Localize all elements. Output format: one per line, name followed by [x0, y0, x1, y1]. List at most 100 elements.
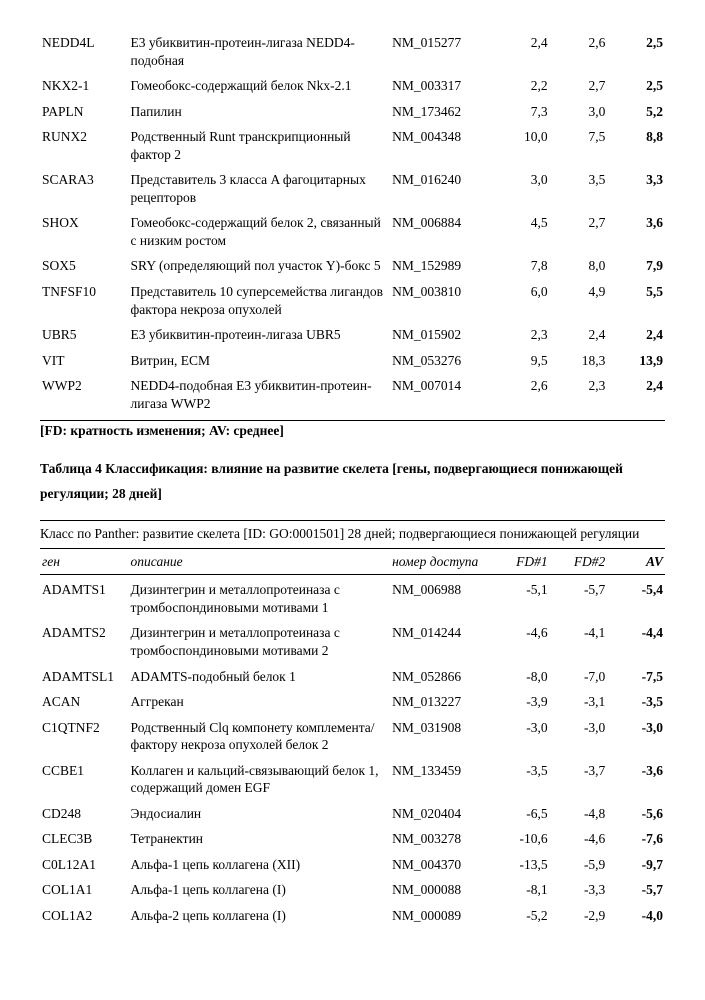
acc-cell: NM_006884: [390, 210, 492, 253]
fd2-cell: 7,5: [550, 124, 608, 167]
fd1-cell: 6,0: [492, 279, 550, 322]
av-cell: 8,8: [607, 124, 665, 167]
table-row: PAPLNПапилинNM_1734627,33,05,2: [40, 99, 665, 125]
table4-title: Таблица 4 Классификация: влияние на разв…: [40, 457, 665, 506]
gene-cell: WWP2: [40, 373, 129, 416]
acc-cell: NM_020404: [390, 801, 492, 827]
fd2-cell: -2,9: [550, 903, 608, 929]
av-cell: -5,6: [607, 801, 665, 827]
desc-cell: Дизинтегрин и металлопротеиназа с тромбо…: [129, 620, 391, 663]
fd2-cell: -3,1: [550, 689, 608, 715]
table-row: ADAMTSL1ADAMTS-подобный белок 1NM_052866…: [40, 664, 665, 690]
table-row: C1QTNF2Родственный Clq компонету комплем…: [40, 715, 665, 758]
desc-cell: Коллаген и кальций-связывающий белок 1, …: [129, 758, 391, 801]
av-cell: 2,4: [607, 373, 665, 416]
acc-cell: NM_173462: [390, 99, 492, 125]
table-row: NKX2-1Гомеобокс-содержащий белок Nkx-2.1…: [40, 73, 665, 99]
table-row: NEDD4LE3 убиквитин-протеин-лигаза NEDD4-…: [40, 30, 665, 73]
table-row: C0L12A1Альфа-1 цепь коллагена (XII)NM_00…: [40, 852, 665, 878]
desc-cell: Представитель 3 класса A фагоцитарных ре…: [129, 167, 391, 210]
desc-cell: Альфа-2 цепь коллагена (I): [129, 903, 391, 929]
desc-cell: Представитель 10 суперсемейства лигандов…: [129, 279, 391, 322]
gene-cell: TNFSF10: [40, 279, 129, 322]
fd2-cell: -7,0: [550, 664, 608, 690]
av-cell: -5,4: [607, 575, 665, 621]
acc-cell: NM_133459: [390, 758, 492, 801]
fd2-cell: -5,7: [550, 575, 608, 621]
fd2-cell: 2,7: [550, 210, 608, 253]
acc-cell: NM_004348: [390, 124, 492, 167]
fd2-cell: -4,6: [550, 826, 608, 852]
av-cell: -3,0: [607, 715, 665, 758]
table-row: RUNX2Родственный Runt транскрипционный ф…: [40, 124, 665, 167]
table-row: COL1A2Альфа-2 цепь коллагена (I)NM_00008…: [40, 903, 665, 929]
table-row: ACANАггреканNM_013227-3,9-3,1-3,5: [40, 689, 665, 715]
av-cell: -3,5: [607, 689, 665, 715]
gene-cell: COL1A1: [40, 877, 129, 903]
acc-cell: NM_053276: [390, 348, 492, 374]
header-av: AV: [607, 549, 665, 575]
acc-cell: NM_003810: [390, 279, 492, 322]
av-cell: -4,4: [607, 620, 665, 663]
fd1-cell: -13,5: [492, 852, 550, 878]
fd1-cell: 10,0: [492, 124, 550, 167]
av-cell: -7,6: [607, 826, 665, 852]
fd1-cell: 3,0: [492, 167, 550, 210]
desc-cell: Родственный Clq компонету комплемента/фа…: [129, 715, 391, 758]
fd1-cell: 4,5: [492, 210, 550, 253]
acc-cell: NM_016240: [390, 167, 492, 210]
table-row: CCBE1Коллаген и кальций-связывающий бело…: [40, 758, 665, 801]
acc-cell: NM_007014: [390, 373, 492, 416]
fd2-cell: 2,7: [550, 73, 608, 99]
desc-cell: Родственный Runt транскрипционный фактор…: [129, 124, 391, 167]
acc-cell: NM_015902: [390, 322, 492, 348]
acc-cell: NM_013227: [390, 689, 492, 715]
gene-cell: SOX5: [40, 253, 129, 279]
fd1-cell: -8,1: [492, 877, 550, 903]
gene-cell: ADAMTS1: [40, 575, 129, 621]
header-fd1: FD#1: [492, 549, 550, 575]
gene-cell: UBR5: [40, 322, 129, 348]
av-cell: 2,5: [607, 73, 665, 99]
av-cell: 3,3: [607, 167, 665, 210]
fd2-cell: -4,8: [550, 801, 608, 827]
av-cell: 5,5: [607, 279, 665, 322]
av-cell: 2,5: [607, 30, 665, 73]
desc-cell: E3 убиквитин-протеин-лигаза UBR5: [129, 322, 391, 348]
gene-cell: ADAMTSL1: [40, 664, 129, 690]
gene-table-1: NEDD4LE3 убиквитин-протеин-лигаза NEDD4-…: [40, 30, 665, 416]
table-row: COL1A1Альфа-1 цепь коллагена (I)NM_00008…: [40, 877, 665, 903]
av-cell: 5,2: [607, 99, 665, 125]
fd2-cell: 18,3: [550, 348, 608, 374]
table-row: VITВитрин, ECMNM_0532769,518,313,9: [40, 348, 665, 374]
desc-cell: SRY (определяющий пол участок Y)-бокс 5: [129, 253, 391, 279]
fd1-cell: 7,8: [492, 253, 550, 279]
acc-cell: NM_003278: [390, 826, 492, 852]
gene-cell: RUNX2: [40, 124, 129, 167]
fd2-cell: 2,3: [550, 373, 608, 416]
acc-cell: NM_014244: [390, 620, 492, 663]
fd1-cell: 2,2: [492, 73, 550, 99]
fd2-cell: -4,1: [550, 620, 608, 663]
gene-cell: COL1A2: [40, 903, 129, 929]
fd1-cell: 2,6: [492, 373, 550, 416]
table1-footnote: [FD: кратность изменения; AV: среднее]: [40, 420, 665, 439]
fd2-cell: 8,0: [550, 253, 608, 279]
fd1-cell: 9,5: [492, 348, 550, 374]
header-desc: описание: [129, 549, 391, 575]
desc-cell: Папилин: [129, 99, 391, 125]
av-cell: -9,7: [607, 852, 665, 878]
table-row: UBR5E3 убиквитин-протеин-лигаза UBR5NM_0…: [40, 322, 665, 348]
acc-cell: NM_006988: [390, 575, 492, 621]
fd1-cell: 2,4: [492, 30, 550, 73]
desc-cell: Альфа-1 цепь коллагена (I): [129, 877, 391, 903]
fd2-cell: 3,5: [550, 167, 608, 210]
fd2-cell: 3,0: [550, 99, 608, 125]
fd1-cell: -5,2: [492, 903, 550, 929]
fd2-cell: -3,3: [550, 877, 608, 903]
fd1-cell: -3,5: [492, 758, 550, 801]
gene-cell: NKX2-1: [40, 73, 129, 99]
gene-cell: SHOX: [40, 210, 129, 253]
av-cell: -5,7: [607, 877, 665, 903]
table-row: CLEC3BТетранектинNM_003278-10,6-4,6-7,6: [40, 826, 665, 852]
